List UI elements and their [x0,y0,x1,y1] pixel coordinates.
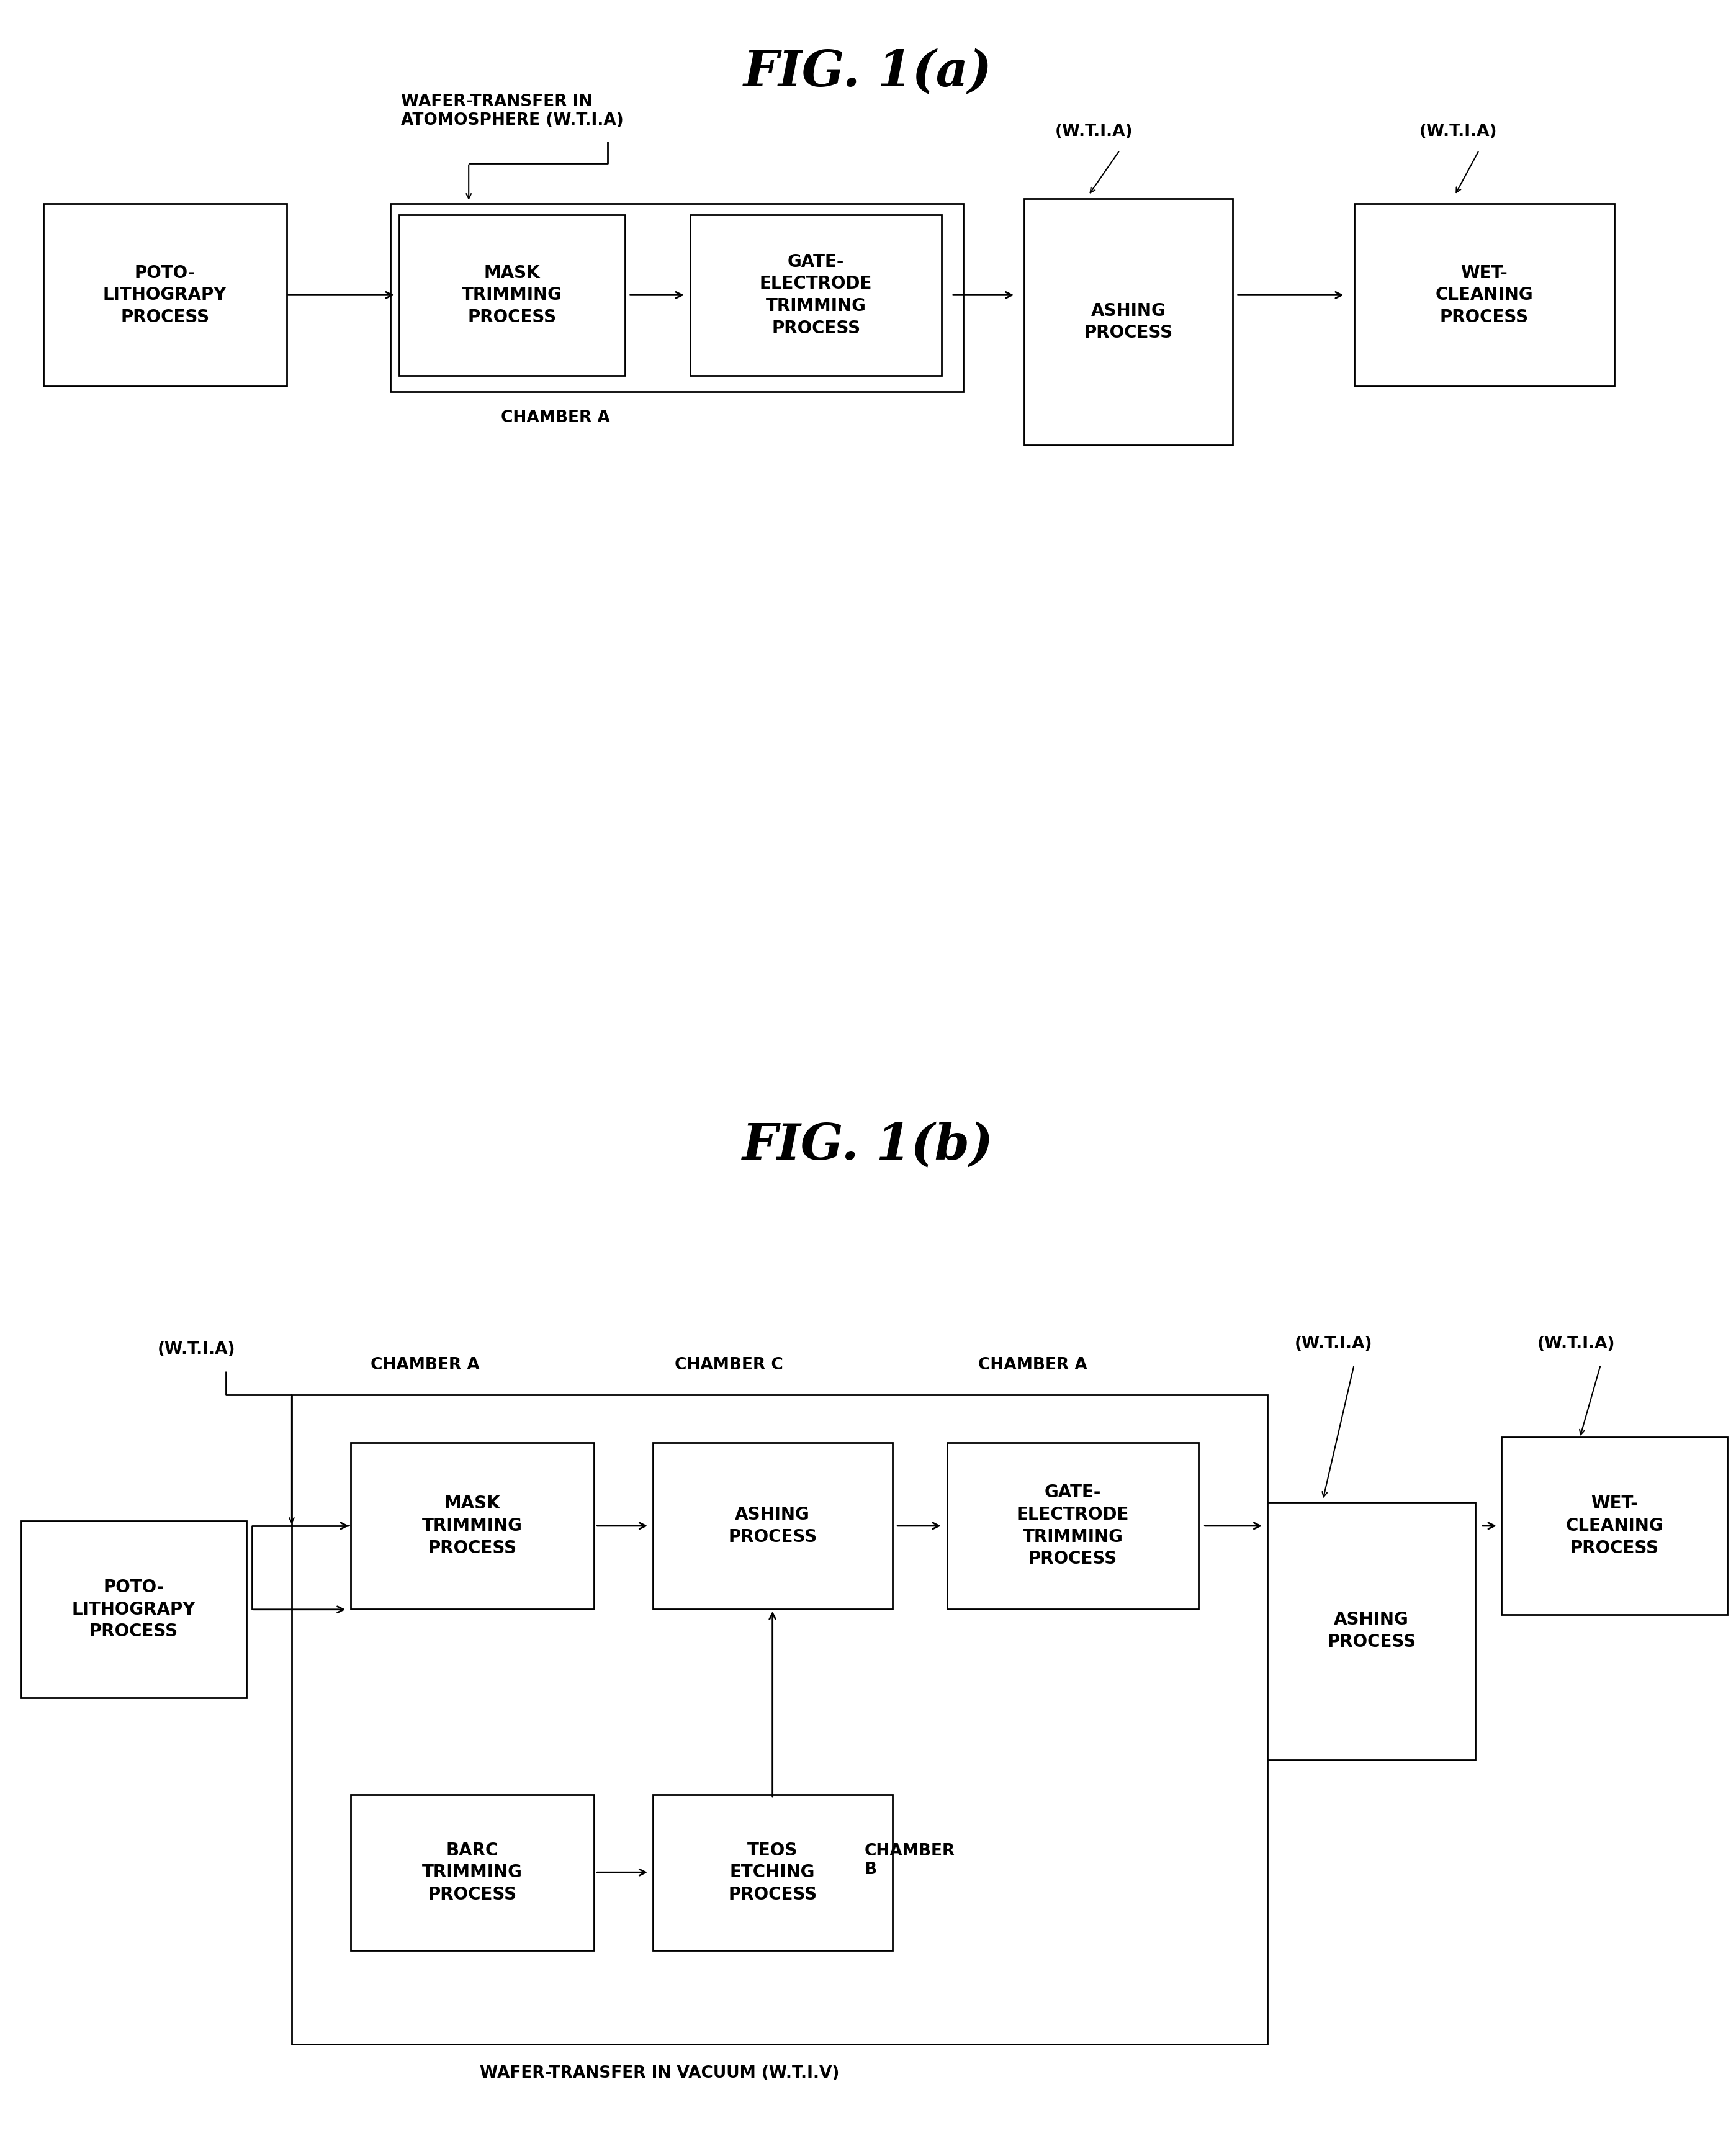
Text: CHAMBER A: CHAMBER A [502,410,609,427]
Text: ASHING
PROCESS: ASHING PROCESS [727,1506,818,1545]
Bar [653,1442,892,1610]
Text: WET-
CLEANING
PROCESS: WET- CLEANING PROCESS [1436,264,1533,326]
Text: TEOS
ETCHING
PROCESS: TEOS ETCHING PROCESS [727,1841,818,1904]
Text: CHAMBER C: CHAMBER C [675,1356,783,1373]
Bar [653,1794,892,1951]
Bar [1024,200,1233,446]
Bar [21,1522,247,1697]
Text: WET-
CLEANING
PROCESS: WET- CLEANING PROCESS [1566,1496,1663,1556]
Text: ASHING
PROCESS: ASHING PROCESS [1326,1612,1417,1650]
Bar [292,1395,1267,2043]
Text: CHAMBER
B: CHAMBER B [865,1843,955,1878]
Bar [948,1442,1198,1610]
Bar [1267,1502,1476,1760]
Text: POTO-
LITHOGRAPY
PROCESS: POTO- LITHOGRAPY PROCESS [102,264,227,326]
Text: (W.T.I.A): (W.T.I.A) [158,1341,234,1358]
Text: MASK
TRIMMING
PROCESS: MASK TRIMMING PROCESS [462,264,562,326]
Text: FIG. 1(b): FIG. 1(b) [743,1120,993,1170]
Text: (W.T.I.A): (W.T.I.A) [1055,122,1132,139]
Text: GATE-
ELECTRODE
TRIMMING
PROCESS: GATE- ELECTRODE TRIMMING PROCESS [1017,1483,1128,1569]
Text: WAFER-TRANSFER IN VACUUM (W.T.I.V): WAFER-TRANSFER IN VACUUM (W.T.I.V) [479,2064,840,2082]
Text: CHAMBER A: CHAMBER A [979,1356,1087,1373]
Text: (W.T.I.A): (W.T.I.A) [1538,1335,1614,1352]
Bar [351,1442,594,1610]
Bar [391,204,963,393]
Text: GATE-
ELECTRODE
TRIMMING
PROCESS: GATE- ELECTRODE TRIMMING PROCESS [760,253,871,337]
Bar [399,215,625,376]
Text: MASK
TRIMMING
PROCESS: MASK TRIMMING PROCESS [422,1496,523,1556]
Text: ASHING
PROCESS: ASHING PROCESS [1083,303,1174,341]
Text: FIG. 1(a): FIG. 1(a) [743,49,993,97]
Text: BARC
TRIMMING
PROCESS: BARC TRIMMING PROCESS [422,1841,523,1904]
Bar [689,215,941,376]
Text: WAFER-TRANSFER IN
ATOMOSPHERE (W.T.I.A): WAFER-TRANSFER IN ATOMOSPHERE (W.T.I.A) [401,94,623,129]
Bar [1502,1438,1727,1614]
Bar [43,204,286,386]
Text: (W.T.I.A): (W.T.I.A) [1295,1335,1371,1352]
Text: (W.T.I.A): (W.T.I.A) [1420,122,1496,139]
Bar [351,1794,594,1951]
Bar [1354,204,1614,386]
Text: CHAMBER A: CHAMBER A [372,1356,479,1373]
Text: POTO-
LITHOGRAPY
PROCESS: POTO- LITHOGRAPY PROCESS [71,1579,196,1640]
